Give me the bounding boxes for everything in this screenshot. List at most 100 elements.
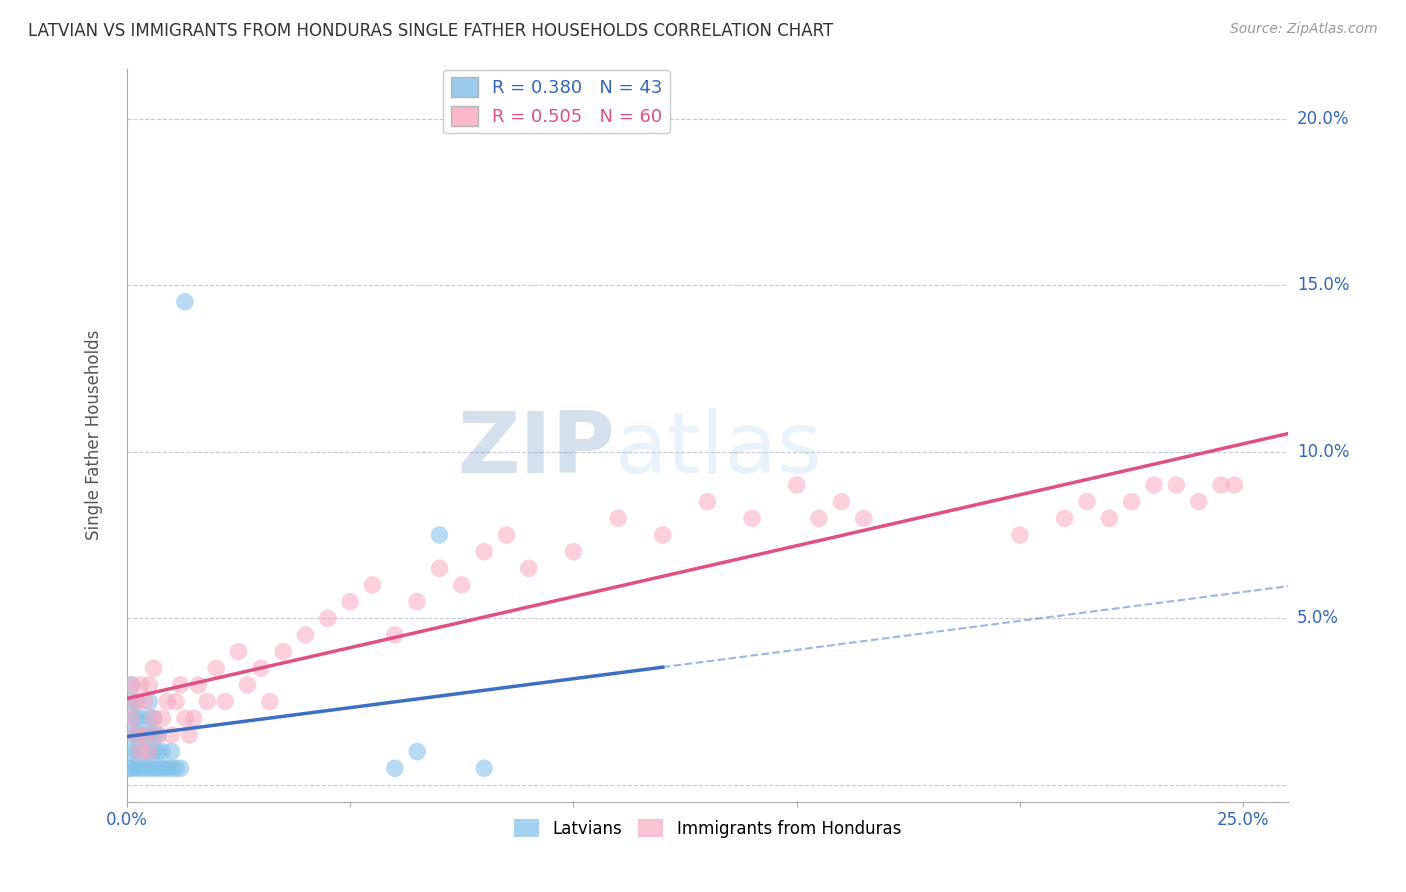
Point — [250, 661, 273, 675]
Point — [120, 711, 142, 725]
Point — [142, 745, 165, 759]
Text: LATVIAN VS IMMIGRANTS FROM HONDURAS SINGLE FATHER HOUSEHOLDS CORRELATION CHART: LATVIAN VS IMMIGRANTS FROM HONDURAS SING… — [28, 22, 834, 40]
Legend: Latvians, Immigrants from Honduras: Latvians, Immigrants from Honduras — [508, 813, 908, 845]
Point — [118, 761, 141, 775]
Point — [741, 511, 763, 525]
Point — [146, 761, 169, 775]
Point — [165, 761, 187, 775]
Point — [174, 294, 197, 309]
Point — [808, 511, 831, 525]
Point — [169, 761, 191, 775]
Point — [125, 695, 148, 709]
Point — [339, 594, 361, 608]
Y-axis label: Single Father Households: Single Father Households — [86, 330, 103, 541]
Point — [1076, 494, 1098, 508]
Point — [1121, 494, 1143, 508]
Point — [125, 728, 148, 742]
Text: Source: ZipAtlas.com: Source: ZipAtlas.com — [1230, 22, 1378, 37]
Point — [134, 728, 156, 742]
Point — [160, 761, 183, 775]
Point — [146, 728, 169, 742]
Point — [129, 728, 152, 742]
Point — [183, 711, 205, 725]
Point — [696, 494, 718, 508]
Point — [142, 711, 165, 725]
Point — [472, 761, 495, 775]
Point — [129, 745, 152, 759]
Point — [830, 494, 852, 508]
Point — [187, 678, 209, 692]
Point — [120, 695, 142, 709]
Point — [134, 745, 156, 759]
Text: 5.0%: 5.0% — [1296, 609, 1339, 627]
Point — [517, 561, 540, 575]
Point — [138, 745, 160, 759]
Point — [384, 628, 406, 642]
Point — [236, 678, 259, 692]
Point — [138, 711, 160, 725]
Point — [1053, 511, 1076, 525]
Point — [152, 711, 174, 725]
Point — [160, 745, 183, 759]
Point — [406, 594, 429, 608]
Point — [138, 695, 160, 709]
Point — [120, 745, 142, 759]
Point — [129, 761, 152, 775]
Point — [146, 728, 169, 742]
Point — [129, 678, 152, 692]
Point — [607, 511, 630, 525]
Point — [156, 761, 179, 775]
Point — [450, 578, 472, 592]
Point — [142, 661, 165, 675]
Point — [786, 478, 808, 492]
Point — [195, 695, 218, 709]
Point — [294, 628, 316, 642]
Point — [259, 695, 281, 709]
Point — [138, 678, 160, 692]
Point — [562, 544, 585, 558]
Point — [271, 645, 294, 659]
Point — [472, 544, 495, 558]
Text: 10.0%: 10.0% — [1296, 442, 1350, 460]
Point — [852, 511, 875, 525]
Text: atlas: atlas — [614, 409, 823, 491]
Text: ZIP: ZIP — [457, 409, 614, 491]
Text: 20.0%: 20.0% — [1296, 110, 1350, 128]
Point — [361, 578, 384, 592]
Point — [165, 695, 187, 709]
Point — [152, 761, 174, 775]
Point — [1098, 511, 1121, 525]
Point — [316, 611, 339, 625]
Point — [651, 528, 673, 542]
Point — [146, 745, 169, 759]
Point — [179, 728, 201, 742]
Point — [120, 711, 142, 725]
Point — [120, 678, 142, 692]
Point — [406, 745, 429, 759]
Point — [138, 728, 160, 742]
Point — [495, 528, 517, 542]
Point — [125, 761, 148, 775]
Point — [1143, 478, 1166, 492]
Point — [125, 711, 148, 725]
Point — [1008, 528, 1031, 542]
Point — [125, 695, 148, 709]
Point — [1223, 478, 1246, 492]
Point — [1188, 494, 1211, 508]
Point — [169, 678, 191, 692]
Point — [125, 745, 148, 759]
Point — [134, 695, 156, 709]
Text: 15.0%: 15.0% — [1296, 277, 1350, 294]
Point — [174, 711, 197, 725]
Point — [134, 761, 156, 775]
Point — [429, 528, 451, 542]
Point — [142, 761, 165, 775]
Point — [125, 728, 148, 742]
Point — [142, 728, 165, 742]
Point — [120, 761, 142, 775]
Point — [129, 745, 152, 759]
Point — [129, 711, 152, 725]
Point — [384, 761, 406, 775]
Point — [142, 711, 165, 725]
Point — [120, 728, 142, 742]
